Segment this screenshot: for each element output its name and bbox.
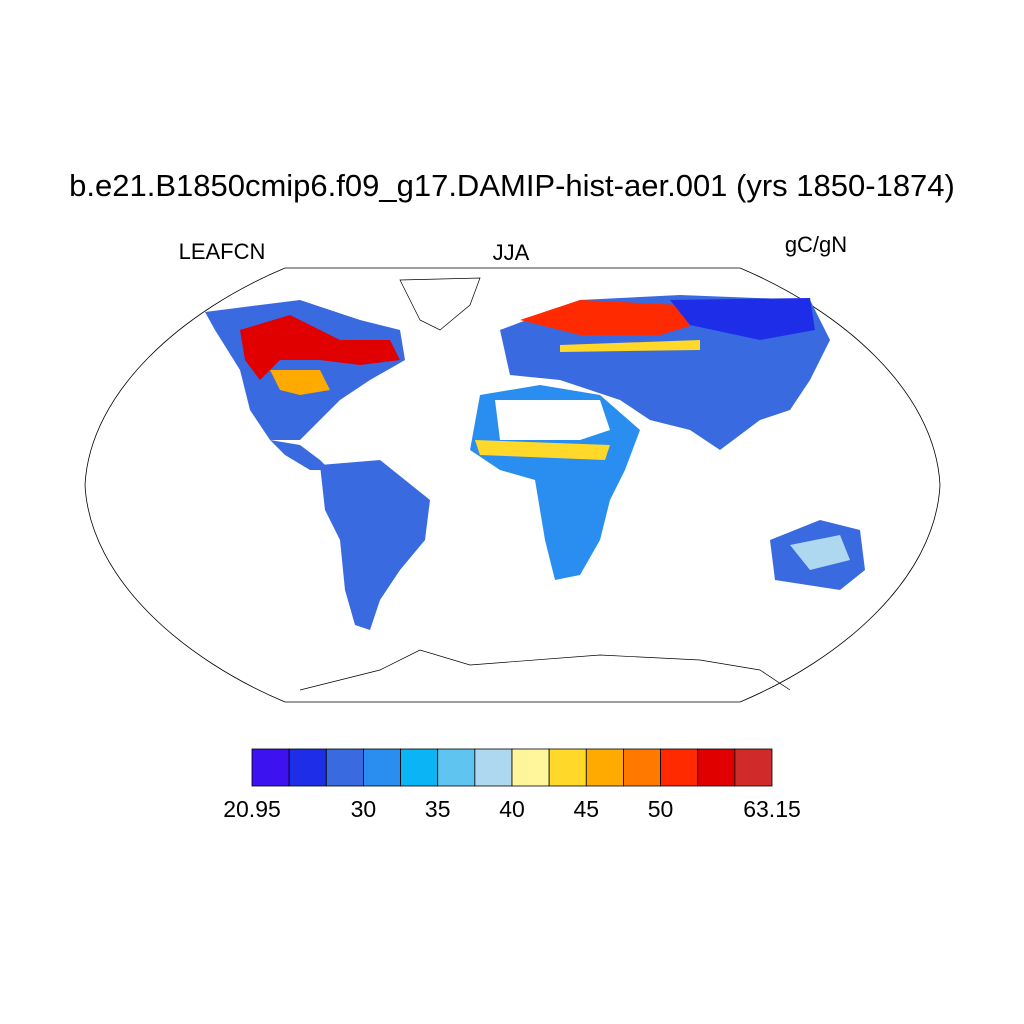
color-box	[623, 748, 661, 787]
colorbar-label: 45	[573, 796, 599, 822]
color-box	[400, 748, 439, 787]
color-box	[660, 748, 699, 787]
color-box	[251, 748, 290, 787]
land	[790, 535, 850, 570]
colorbar-label: 50	[648, 796, 674, 822]
land	[495, 400, 610, 440]
land	[270, 440, 330, 470]
coast	[399, 277, 481, 331]
colorbar-label: 40	[499, 796, 525, 822]
color-box	[585, 748, 624, 787]
colorbar-label: 63.15	[743, 796, 801, 822]
colorbar-label: 30	[351, 796, 377, 822]
color-box	[363, 748, 401, 787]
land	[270, 370, 330, 395]
right-label: gC/gN	[785, 232, 847, 257]
land	[670, 298, 815, 340]
color-box	[325, 748, 364, 787]
land	[560, 340, 700, 352]
color-box	[288, 748, 327, 787]
color-box	[511, 748, 550, 787]
center-label: JJA	[493, 240, 530, 265]
coast	[299, 649, 791, 691]
map	[84, 267, 941, 703]
color-box	[474, 748, 513, 787]
left-label: LEAFCN	[179, 239, 266, 264]
colorbar: 20.95 30 35 40 45 50 63.15	[223, 748, 801, 822]
colorbar-label: 35	[425, 796, 451, 822]
land	[240, 315, 400, 380]
land	[520, 300, 710, 335]
color-box	[437, 748, 476, 787]
land	[475, 440, 610, 460]
color-box	[697, 748, 736, 787]
title: b.e21.B1850cmip6.f09_g17.DAMIP-hist-aer.…	[69, 168, 955, 203]
land	[320, 460, 430, 630]
color-box	[548, 748, 587, 787]
color-box	[734, 748, 773, 787]
colorbar-label: 20.95	[223, 796, 281, 822]
